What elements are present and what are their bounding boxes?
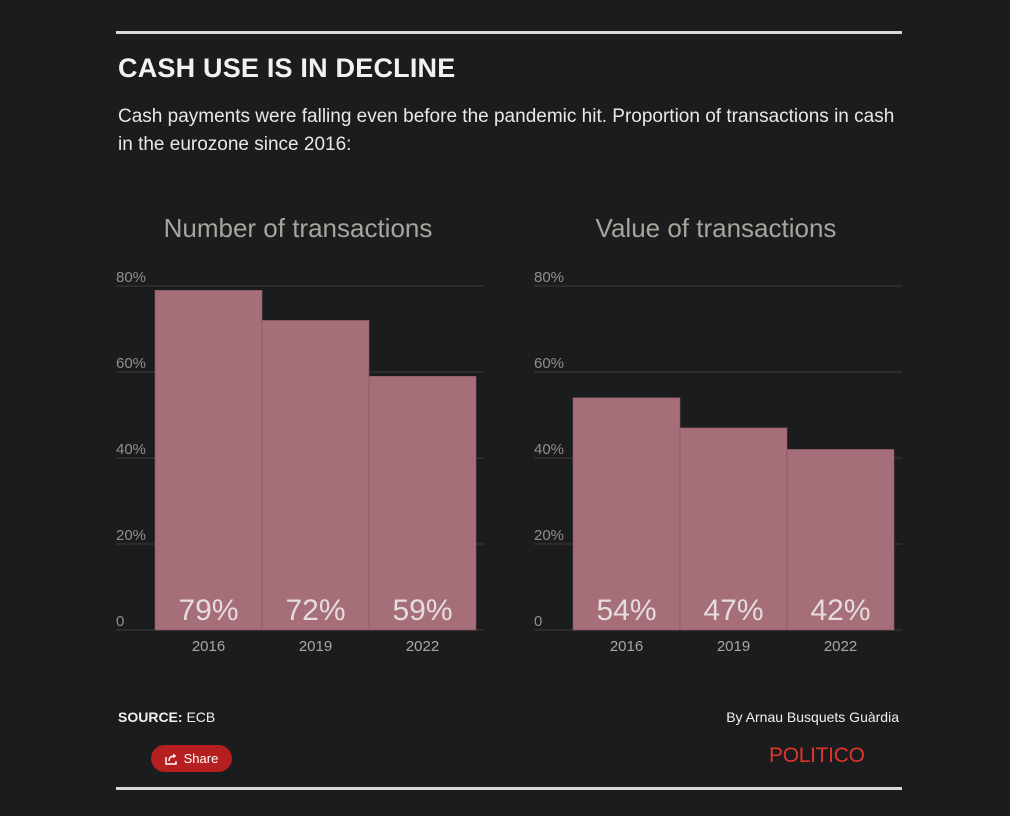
- y-tick-label: 0: [534, 613, 542, 630]
- y-tick-label: 60%: [116, 355, 146, 372]
- y-tick-label: 80%: [534, 269, 564, 286]
- bar-value-label: 54%: [596, 594, 656, 627]
- bar-2016: [154, 290, 263, 631]
- bar-value-label: 72%: [285, 594, 345, 627]
- y-tick-label: 20%: [116, 527, 146, 544]
- byline: By Arnau Busquets Guàrdia: [726, 709, 899, 725]
- bar-2022: [786, 449, 895, 631]
- y-tick-label: 80%: [116, 269, 146, 286]
- politico-logo[interactable]: POLITICO: [769, 744, 865, 767]
- chart-title: Number of transactions: [164, 213, 433, 243]
- chart-svg: Number of transactions 0 20% 40% 60% 80% 79% 20…: [116, 213, 484, 655]
- page-subtitle: Cash payments were falling even before t…: [118, 106, 895, 155]
- share-icon: [164, 753, 177, 765]
- bar-2019: [679, 427, 788, 631]
- chart-value-of-transactions: Value of transactions 0 20% 40% 60% 80% 54% 201…: [528, 200, 908, 670]
- source-value: ECB: [186, 709, 216, 725]
- bottom-rule: [116, 787, 902, 790]
- share-label: Share: [183, 751, 219, 766]
- bar-value-label: 79%: [178, 594, 238, 627]
- bar-2019: [261, 320, 370, 631]
- page-title: CASH USE IS IN DECLINE: [118, 53, 456, 83]
- x-tick-label: 2019: [717, 638, 750, 655]
- y-tick-label: 40%: [116, 441, 146, 458]
- bar-value-label: 47%: [703, 594, 763, 627]
- y-tick-label: 40%: [534, 441, 564, 458]
- x-tick-label: 2019: [299, 638, 332, 655]
- x-tick-label: 2016: [192, 638, 225, 655]
- top-rule: [116, 31, 902, 34]
- chart-svg: Value of transactions 0 20% 40% 60% 80% 54% 201…: [534, 213, 902, 655]
- bar-value-label: 59%: [392, 594, 452, 627]
- source-credit: SOURCE: ECB: [118, 709, 215, 725]
- y-tick-label: 0: [116, 613, 124, 630]
- source-label: SOURCE:: [118, 709, 183, 725]
- x-tick-label: 2022: [824, 638, 857, 655]
- chart-title: Value of transactions: [596, 213, 837, 243]
- y-tick-label: 60%: [534, 355, 564, 372]
- bar-value-label: 42%: [810, 594, 870, 627]
- x-tick-label: 2022: [406, 638, 439, 655]
- chart-number-of-transactions: Number of transactions 0 20% 40% 60% 80% 79% 20…: [110, 200, 490, 670]
- y-tick-label: 20%: [534, 527, 564, 544]
- x-tick-label: 2016: [610, 638, 643, 655]
- bar-2016: [572, 397, 681, 631]
- share-button[interactable]: Share: [151, 745, 232, 772]
- bar-2022: [368, 376, 477, 631]
